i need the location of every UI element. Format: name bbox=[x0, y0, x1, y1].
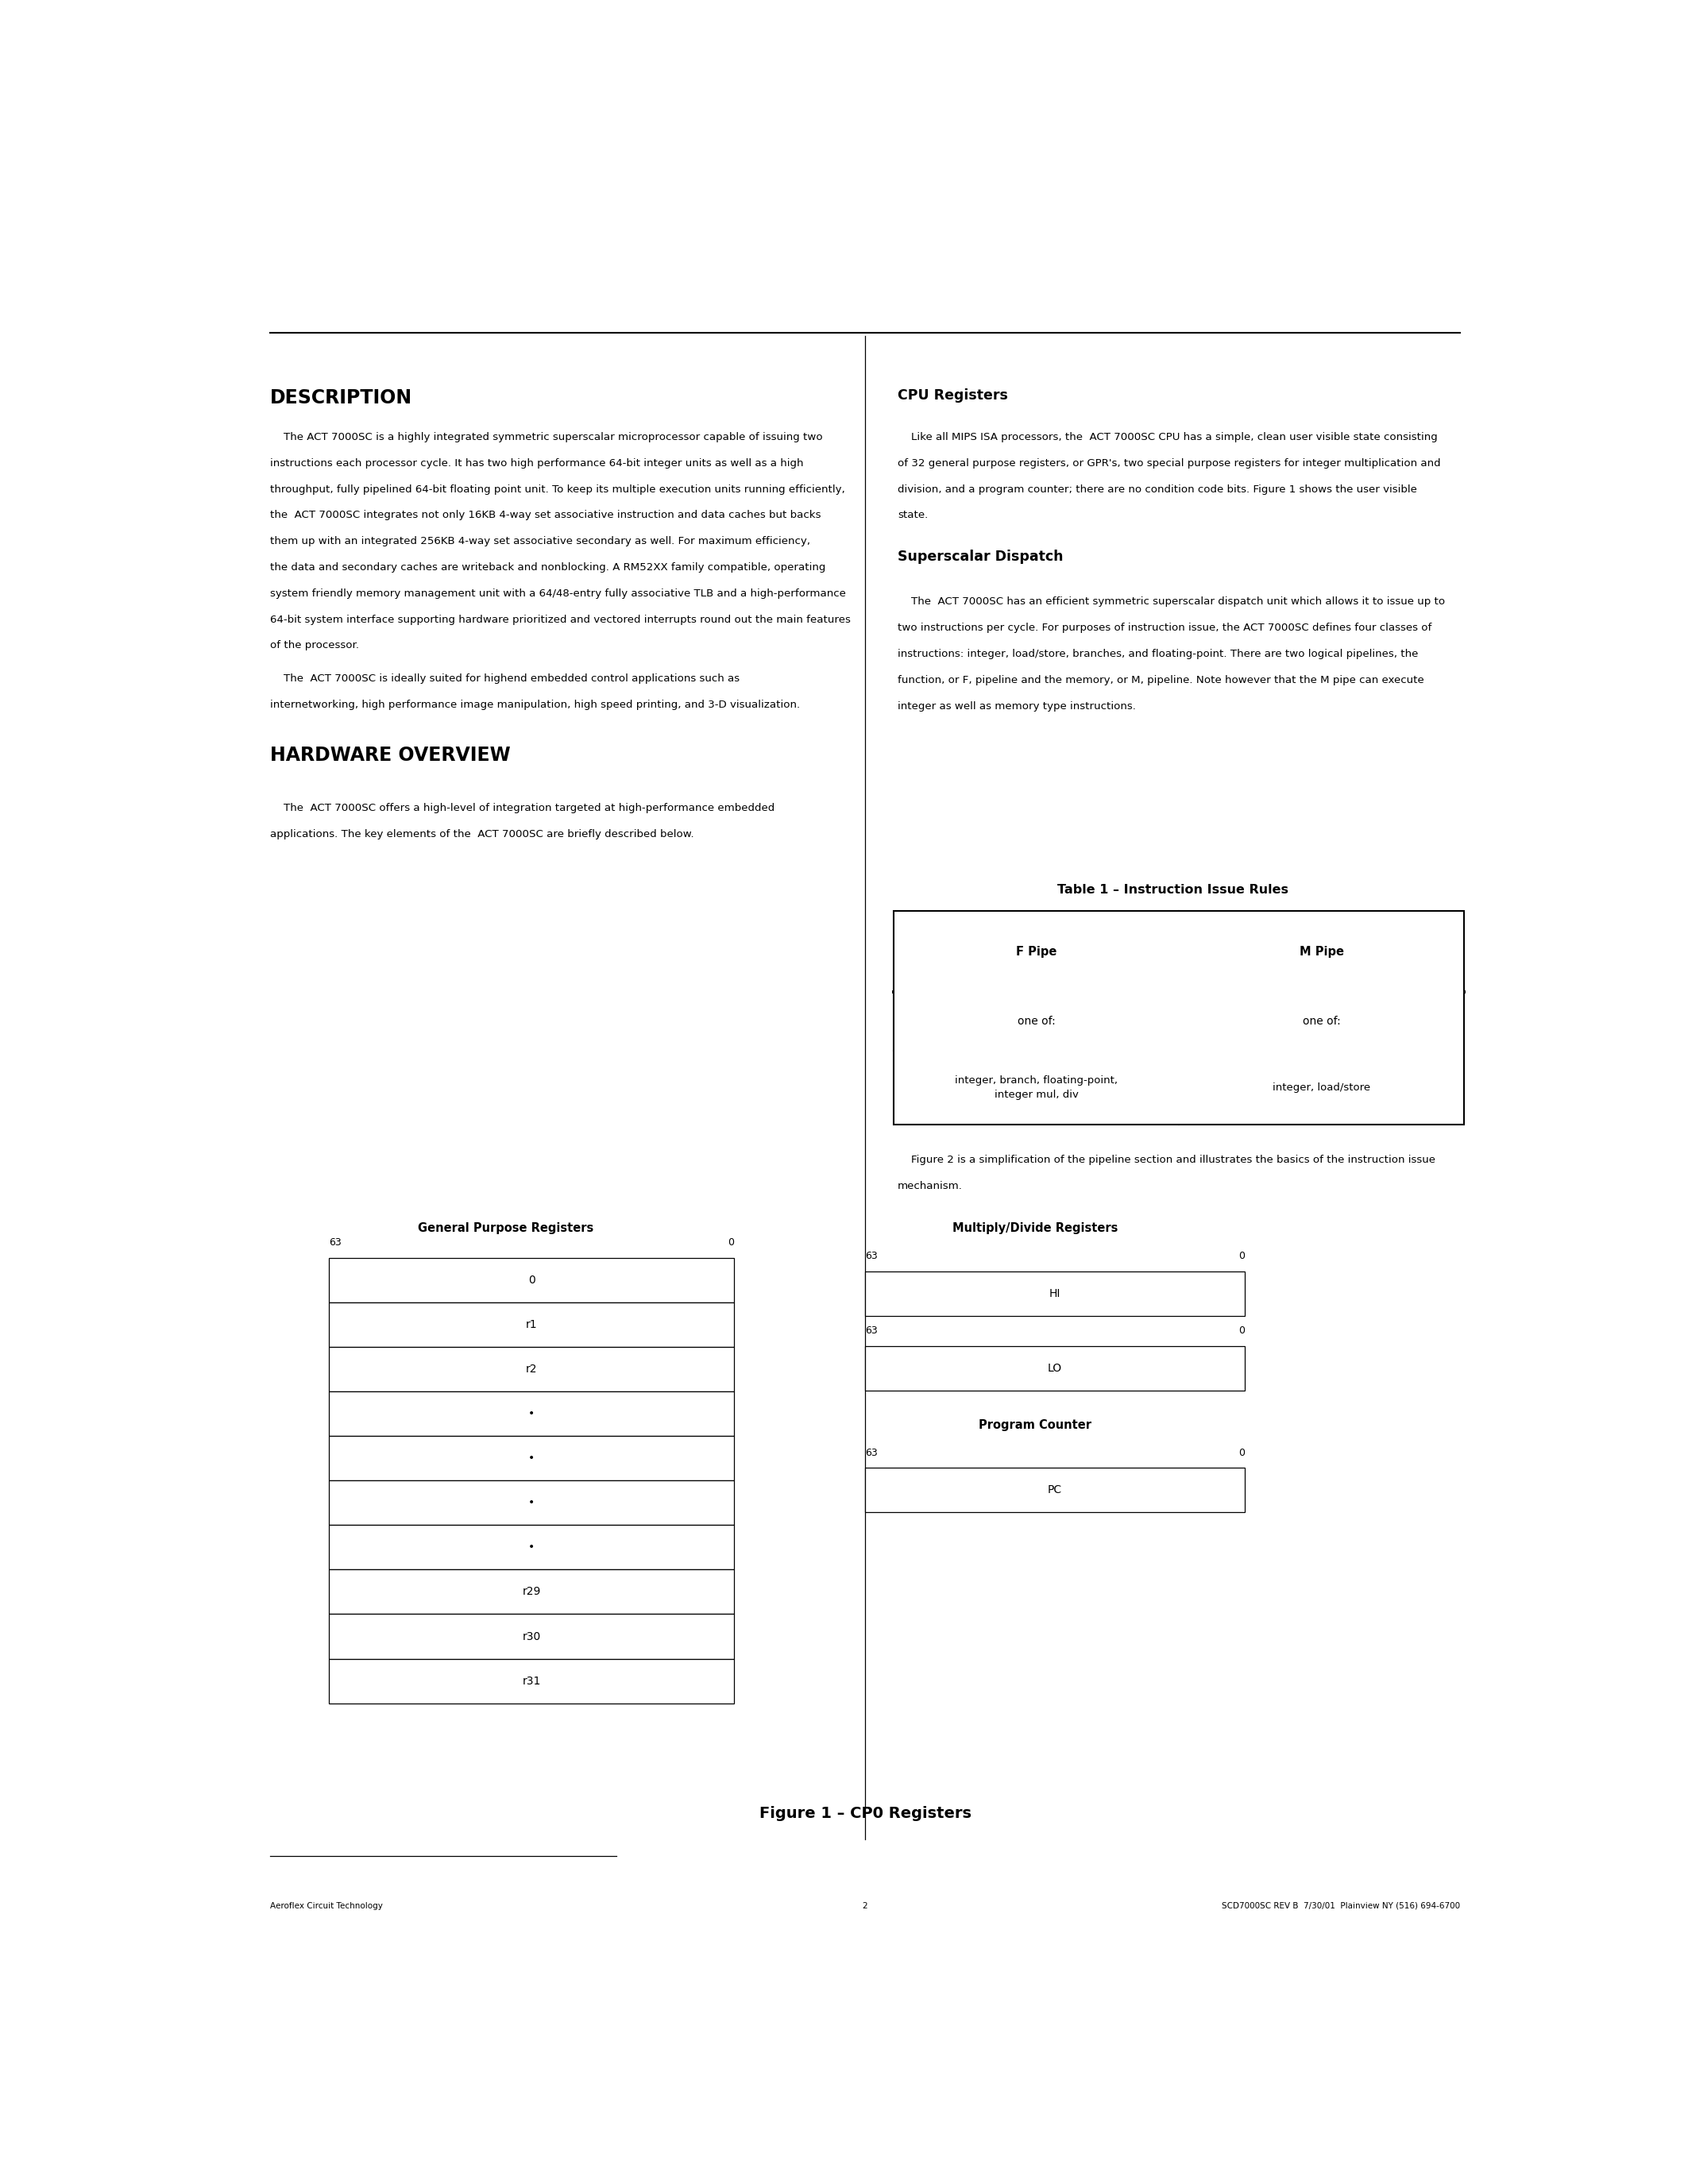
Text: function, or F, pipeline and the memory, or M, pipeline. Note however that the M: function, or F, pipeline and the memory,… bbox=[898, 675, 1425, 686]
Text: integer, load/store: integer, load/store bbox=[1273, 1083, 1371, 1092]
Text: r30: r30 bbox=[522, 1631, 540, 1642]
Text: Figure 1 – CP0 Registers: Figure 1 – CP0 Registers bbox=[760, 1806, 971, 1821]
Bar bbox=[329, 1258, 734, 1302]
Bar bbox=[866, 1271, 1244, 1315]
Text: state.: state. bbox=[898, 511, 928, 520]
Text: F Pipe: F Pipe bbox=[1016, 946, 1057, 957]
Text: •: • bbox=[528, 1409, 535, 1420]
Text: r29: r29 bbox=[522, 1586, 540, 1597]
Text: The  ACT 7000SC offers a high-level of integration targeted at high-performance : The ACT 7000SC offers a high-level of in… bbox=[270, 804, 775, 812]
Text: of the processor.: of the processor. bbox=[270, 640, 360, 651]
Bar bbox=[329, 1302, 734, 1348]
Text: Aeroflex Circuit Technology: Aeroflex Circuit Technology bbox=[270, 1902, 383, 1909]
Text: instructions each processor cycle. It has two high performance 64-bit integer un: instructions each processor cycle. It ha… bbox=[270, 459, 803, 467]
Text: 0: 0 bbox=[1237, 1251, 1244, 1260]
Text: Figure 2 is a simplification of the pipeline section and illustrates the basics : Figure 2 is a simplification of the pipe… bbox=[898, 1155, 1435, 1166]
Text: the data and secondary caches are writeback and nonblocking. A RM52XX family com: the data and secondary caches are writeb… bbox=[270, 561, 825, 572]
Text: SCD7000SC REV B  7/30/01  Plainview NY (516) 694-6700: SCD7000SC REV B 7/30/01 Plainview NY (51… bbox=[1222, 1902, 1460, 1909]
Text: •: • bbox=[528, 1542, 535, 1553]
Text: •: • bbox=[528, 1498, 535, 1509]
Text: one of:: one of: bbox=[1303, 1016, 1340, 1026]
Text: The  ACT 7000SC has an efficient symmetric superscalar dispatch unit which allow: The ACT 7000SC has an efficient symmetri… bbox=[898, 596, 1445, 607]
Text: CPU Registers: CPU Registers bbox=[898, 389, 1008, 402]
Bar bbox=[329, 1391, 734, 1435]
Text: HI: HI bbox=[1048, 1289, 1060, 1299]
Text: PC: PC bbox=[1048, 1485, 1062, 1496]
Text: Multiply/Divide Registers: Multiply/Divide Registers bbox=[952, 1223, 1117, 1234]
Text: r31: r31 bbox=[522, 1675, 540, 1686]
Text: the  ACT 7000SC integrates not only 16KB 4-way set associative instruction and d: the ACT 7000SC integrates not only 16KB … bbox=[270, 511, 820, 520]
Text: r2: r2 bbox=[525, 1363, 537, 1374]
Text: integer as well as memory type instructions.: integer as well as memory type instructi… bbox=[898, 701, 1136, 712]
Text: 63: 63 bbox=[329, 1236, 341, 1247]
Bar bbox=[866, 1468, 1244, 1511]
Text: integer, branch, floating-point,
integer mul, div: integer, branch, floating-point, integer… bbox=[955, 1075, 1117, 1101]
Text: two instructions per cycle. For purposes of instruction issue, the ACT 7000SC de: two instructions per cycle. For purposes… bbox=[898, 622, 1431, 633]
Text: Table 1 – Instruction Issue Rules: Table 1 – Instruction Issue Rules bbox=[1057, 885, 1288, 895]
Text: 63: 63 bbox=[866, 1326, 878, 1337]
Text: Program Counter: Program Counter bbox=[979, 1420, 1092, 1431]
Text: them up with an integrated 256KB 4-way set associative secondary as well. For ma: them up with an integrated 256KB 4-way s… bbox=[270, 537, 810, 546]
Bar bbox=[329, 1570, 734, 1614]
Bar bbox=[329, 1658, 734, 1704]
Text: mechanism.: mechanism. bbox=[898, 1182, 962, 1192]
Text: applications. The key elements of the  ACT 7000SC are briefly described below.: applications. The key elements of the AC… bbox=[270, 828, 694, 839]
Text: internetworking, high performance image manipulation, high speed printing, and 3: internetworking, high performance image … bbox=[270, 699, 800, 710]
Text: 64-bit system interface supporting hardware prioritized and vectored interrupts : 64-bit system interface supporting hardw… bbox=[270, 614, 851, 625]
Text: The ACT 7000SC is a highly integrated symmetric superscalar microprocessor capab: The ACT 7000SC is a highly integrated sy… bbox=[270, 432, 822, 441]
Text: 0: 0 bbox=[1237, 1448, 1244, 1457]
Text: Like all MIPS ISA processors, the  ACT 7000SC CPU has a simple, clean user visib: Like all MIPS ISA processors, the ACT 70… bbox=[898, 432, 1438, 441]
Text: division, and a program counter; there are no condition code bits. Figure 1 show: division, and a program counter; there a… bbox=[898, 485, 1418, 494]
Bar bbox=[329, 1348, 734, 1391]
Text: 0: 0 bbox=[1237, 1326, 1244, 1337]
Text: throughput, fully pipelined 64-bit floating point unit. To keep its multiple exe: throughput, fully pipelined 64-bit float… bbox=[270, 485, 844, 494]
Bar bbox=[866, 1345, 1244, 1391]
Text: General Purpose Registers: General Purpose Registers bbox=[417, 1223, 592, 1234]
Text: 0: 0 bbox=[728, 1236, 734, 1247]
Text: one of:: one of: bbox=[1018, 1016, 1055, 1026]
Text: 0: 0 bbox=[528, 1273, 535, 1286]
Bar bbox=[329, 1524, 734, 1570]
Text: 63: 63 bbox=[866, 1251, 878, 1260]
Text: HARDWARE OVERVIEW: HARDWARE OVERVIEW bbox=[270, 745, 510, 764]
Text: 2: 2 bbox=[863, 1902, 868, 1909]
Text: system friendly memory management unit with a 64/48-entry fully associative TLB : system friendly memory management unit w… bbox=[270, 587, 846, 598]
Bar bbox=[329, 1614, 734, 1658]
Text: M Pipe: M Pipe bbox=[1300, 946, 1344, 957]
Bar bbox=[329, 1481, 734, 1524]
Text: Superscalar Dispatch: Superscalar Dispatch bbox=[898, 550, 1063, 563]
Text: DESCRIPTION: DESCRIPTION bbox=[270, 389, 412, 406]
Text: LO: LO bbox=[1048, 1363, 1062, 1374]
Text: 63: 63 bbox=[866, 1448, 878, 1457]
Text: r1: r1 bbox=[525, 1319, 537, 1330]
Bar bbox=[329, 1435, 734, 1481]
Text: The  ACT 7000SC is ideally suited for highend embedded control applications such: The ACT 7000SC is ideally suited for hig… bbox=[270, 673, 739, 684]
Text: of 32 general purpose registers, or GPR's, two special purpose registers for int: of 32 general purpose registers, or GPR'… bbox=[898, 459, 1442, 467]
Text: instructions: integer, load/store, branches, and floating-point. There are two l: instructions: integer, load/store, branc… bbox=[898, 649, 1418, 660]
Text: •: • bbox=[528, 1452, 535, 1463]
Bar bbox=[895, 911, 1463, 1125]
